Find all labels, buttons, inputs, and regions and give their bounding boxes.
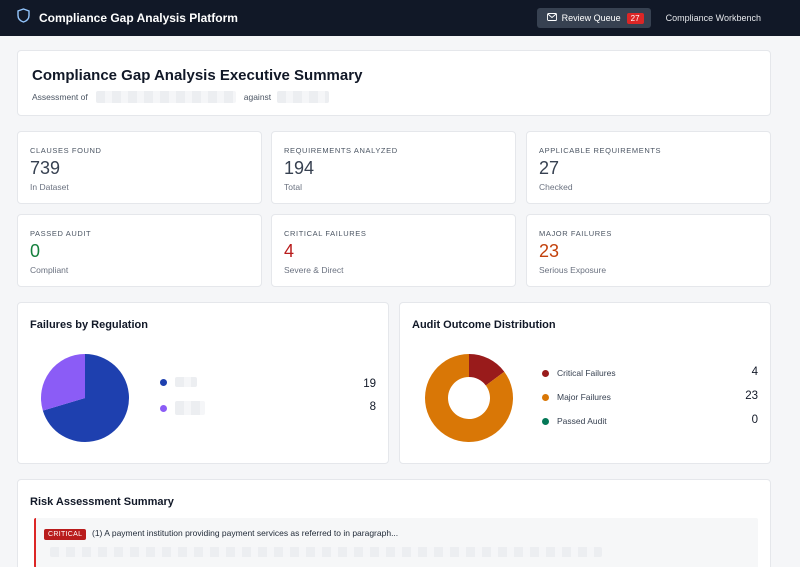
panel-title: Audit Outcome Distribution (412, 319, 556, 331)
legend-label: Passed Audit (557, 416, 607, 426)
review-queue-count-badge: 27 (626, 12, 644, 24)
stat-card-major-failures: MAJOR FAILURES 23 Serious Exposure (526, 214, 771, 287)
pie-slice-regulation-1[interactable] (42, 354, 129, 442)
app-title: Compliance Gap Analysis Platform (39, 11, 238, 25)
audit-outcome-panel: Audit Outcome Distribution Critical Fail… (399, 302, 771, 464)
legend-value: 23 (745, 390, 758, 402)
stat-subtext: Compliant (30, 265, 69, 275)
risk-item-text: (1) A payment institution providing paym… (92, 528, 399, 538)
review-queue-button[interactable]: Review Queue 27 (536, 8, 651, 28)
legend-dot (542, 417, 549, 425)
assessment-prefix: Assessment of (32, 92, 88, 102)
failures-by-regulation-panel: Failures by Regulation 19 8 (17, 302, 389, 464)
redacted-document-name (95, 91, 236, 103)
severity-badge: CRITICAL (44, 529, 87, 540)
donut-slice-critical[interactable] (469, 354, 505, 386)
envelope-icon (546, 13, 562, 23)
stat-card-requirements-analyzed: REQUIREMENTS ANALYZED 194 Total (271, 131, 516, 204)
legend-label: Critical Failures (557, 368, 616, 378)
legend-dot (160, 378, 167, 386)
executive-summary-card: Compliance Gap Analysis Executive Summar… (17, 50, 771, 116)
shield-icon (17, 8, 30, 28)
stat-subtext: In Dataset (30, 182, 69, 192)
outcome-donut-chart (425, 354, 513, 442)
stat-label: REQUIREMENTS ANALYZED (284, 146, 398, 155)
stat-label: APPLICABLE REQUIREMENTS (539, 146, 662, 155)
brand[interactable]: Compliance Gap Analysis Platform (17, 8, 238, 28)
stat-card-applicable-requirements: APPLICABLE REQUIREMENTS 27 Checked (526, 131, 771, 204)
redacted-regulation-label (175, 377, 197, 387)
stat-card-passed-audit: PASSED AUDIT 0 Compliant (17, 214, 262, 287)
stat-subtext: Checked (539, 182, 573, 192)
legend-label: Major Failures (557, 392, 611, 402)
legend-item-passed-audit: Passed Audit (542, 416, 607, 426)
stat-value: 27 (539, 158, 560, 178)
stat-value: 0 (30, 241, 41, 261)
legend-value: 0 (751, 414, 758, 426)
stat-card-critical-failures: CRITICAL FAILURES 4 Severe & Direct (271, 214, 516, 287)
regulation-pie-chart (40, 354, 129, 442)
panel-title: Failures by Regulation (30, 319, 148, 331)
top-nav-bar: Compliance Gap Analysis Platform Review … (0, 0, 800, 36)
legend-item-critical-failures: Critical Failures (542, 368, 616, 378)
assessment-subtitle: Assessment of against (32, 91, 330, 103)
stat-value: 194 (284, 158, 315, 178)
legend-value: 4 (751, 366, 758, 378)
legend-dot (160, 404, 167, 412)
stat-subtext: Total (284, 182, 302, 192)
legend-item-major-failures: Major Failures (542, 392, 611, 402)
redacted-risk-detail (50, 547, 602, 557)
page-title: Compliance Gap Analysis Executive Summar… (32, 67, 363, 84)
legend-dot (542, 369, 549, 377)
risk-assessment-panel: Risk Assessment Summary CRITICAL (1) A p… (17, 479, 771, 567)
redacted-regulation-name (277, 91, 330, 103)
stat-subtext: Severe & Direct (284, 265, 344, 275)
stat-label: PASSED AUDIT (30, 229, 92, 238)
stat-card-clauses-found: CLAUSES FOUND 739 In Dataset (17, 131, 262, 204)
stat-label: MAJOR FAILURES (539, 229, 612, 238)
legend-item-regulation-1 (160, 377, 197, 387)
legend-value: 8 (369, 401, 376, 413)
risk-item[interactable]: CRITICAL (1) A payment institution provi… (34, 518, 758, 567)
panel-title: Risk Assessment Summary (30, 496, 174, 508)
legend-dot (542, 393, 549, 401)
stat-value: 23 (539, 241, 560, 261)
stat-value: 739 (30, 158, 61, 178)
legend-value: 19 (363, 378, 376, 390)
stat-label: CRITICAL FAILURES (284, 229, 367, 238)
legend-item-regulation-2 (160, 401, 205, 415)
compliance-workbench-link[interactable]: Compliance Workbench (665, 13, 761, 23)
review-queue-label: Review Queue (561, 13, 621, 23)
donut-slice-major[interactable] (425, 354, 513, 442)
stat-value: 4 (284, 241, 295, 261)
stat-label: CLAUSES FOUND (30, 146, 102, 155)
stat-subtext: Serious Exposure (539, 265, 607, 275)
assessment-middle: against (243, 92, 272, 102)
pie-slice-regulation-2[interactable] (40, 354, 85, 411)
redacted-regulation-label (175, 401, 205, 415)
